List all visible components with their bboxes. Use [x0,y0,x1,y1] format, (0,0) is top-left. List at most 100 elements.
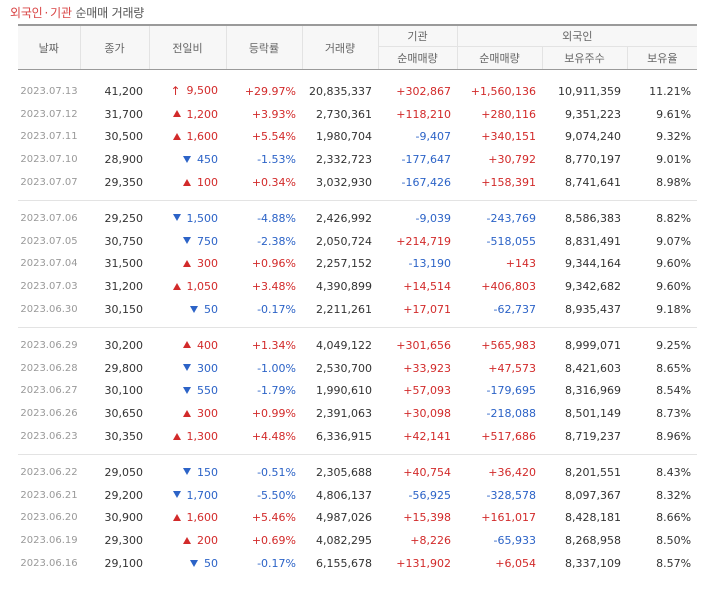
table-row: 2023.07.12 31,700 1,200 +3.93% 2,730,361 +118… [18,103,697,126]
cell-foreign-net: +158,391 [481,176,536,190]
cell-foreign-net: +517,686 [481,430,536,444]
table-row: 2023.06.27 30,100 550 -1.79% 1,990,610 +57,09… [18,380,697,403]
table-row: 2023.06.30 30,150 50 -0.17% 2,211,261 +17,071… [18,298,697,321]
title-foreign[interactable]: 외국인 [10,6,43,20]
cell-rate: -5.50% [257,488,296,502]
cell-foreign-ratio: 8.50% [656,534,692,548]
cell-rate: -0.17% [257,557,296,571]
cell-volume: 2,391,063 [316,407,372,421]
cell-close: 29,250 [104,211,144,225]
cell-close: 41,200 [104,84,144,98]
cell-foreign-net: +30,792 [488,153,536,167]
cell-foreign-hold: 8,770,197 [565,153,621,167]
cell-foreign-net: -62,737 [493,303,536,317]
cell-change: 1,200 [149,103,226,126]
cell-inst-net: +33,923 [403,361,451,375]
cell-foreign-hold: 8,741,641 [565,176,621,190]
cell-foreign-hold: 9,342,682 [565,280,621,294]
table-row: 2023.06.22 29,050 150 -0.51% 2,305,688 +40,75… [18,461,697,484]
cell-foreign-ratio: 8.65% [656,361,692,375]
cell-foreign-ratio: 8.66% [656,511,692,525]
cell-foreign-hold: 8,501,149 [565,407,621,421]
down-triangle-icon [172,491,181,499]
cell-change: 750 [149,230,226,253]
cell-foreign-hold: 8,586,383 [565,211,621,225]
cell-change: 300 [149,402,226,425]
cell-inst-net: -56,925 [408,488,451,502]
down-triangle-icon [183,155,191,163]
down-triangle-icon [190,559,198,567]
cell-volume: 4,987,026 [316,511,372,525]
cell-foreign-hold: 8,337,109 [565,557,621,571]
change-value: 750 [197,234,218,248]
cell-date: 2023.07.05 [20,235,78,247]
cell-foreign-hold: 8,201,551 [565,465,621,479]
change-value: 1,050 [186,280,219,294]
cell-close: 29,100 [104,557,144,571]
table-row: 2023.06.20 30,900 1,600 +5.46% 4,987,026 +15,… [18,507,697,530]
cell-date: 2023.06.16 [20,558,78,570]
cell-change: 200 [149,529,226,552]
title-rest: 순매매 거래량 [75,6,145,20]
cell-rate: +3.48% [251,280,296,294]
cell-foreign-net: +143 [505,257,536,271]
cell-foreign-net: -218,088 [486,407,536,421]
cell-inst-net: +30,098 [403,407,451,421]
table-row: 2023.07.07 29,350 100 +0.34% 3,032,930 -167,4… [18,171,697,194]
cell-volume: 6,336,915 [316,430,372,444]
cell-close: 30,650 [104,407,144,421]
cell-foreign-ratio: 8.32% [656,488,692,502]
cell-foreign-net: +1,560,136 [470,84,536,98]
cell-inst-net: +302,867 [396,84,451,98]
cell-date: 2023.06.22 [20,466,78,478]
cell-volume: 1,990,610 [316,384,372,398]
group-divider [18,200,698,201]
change-value: 1,600 [186,511,219,525]
up-triangle-icon [183,536,191,544]
table-row: 2023.06.29 30,200 400 +1.34% 4,049,122 +301,6… [18,334,697,357]
cell-inst-net: +57,093 [403,384,451,398]
cell-date: 2023.07.13 [20,85,78,97]
cell-foreign-ratio: 9.25% [656,338,692,352]
down-triangle-icon [183,468,191,476]
cell-foreign-hold: 8,719,237 [565,430,621,444]
cell-volume: 4,049,122 [316,338,372,352]
cell-rate: -1.79% [257,384,296,398]
cell-rate: -1.53% [257,153,296,167]
cell-change: 100 [149,171,226,194]
header-institution: 기관 [377,25,457,47]
cell-foreign-net: +340,151 [481,130,536,144]
cell-volume: 2,530,700 [316,361,372,375]
header-rate: 등락률 [225,25,302,70]
title-institution[interactable]: 기관 [50,6,72,20]
change-value: 9,500 [186,84,219,98]
cell-foreign-hold: 8,428,181 [565,511,621,525]
cell-volume: 20,835,337 [309,84,372,98]
cell-date: 2023.06.28 [20,362,78,374]
up-triangle-icon [172,110,181,118]
cell-change: 550 [149,380,226,403]
cell-close: 30,350 [104,430,144,444]
cell-foreign-net: +47,573 [488,361,536,375]
cell-close: 30,100 [104,384,144,398]
header-date: 날짜 [18,25,80,70]
cell-foreign-ratio: 8.54% [656,384,692,398]
cell-change: 1,500 [149,207,226,230]
header-foreign-net: 순매매량 [456,46,542,70]
down-triangle-icon [183,237,191,245]
cell-foreign-ratio: 11.21% [649,84,692,98]
change-value: 1,500 [186,211,219,225]
cell-close: 29,350 [104,176,144,190]
cell-foreign-hold: 8,935,437 [565,303,621,317]
table-header: 날짜 종가 전일비 등락률 거래량 기관 외국인 순매매량 순매매량 보유주수 … [18,25,698,70]
cell-change: 1,600 [149,507,226,530]
cell-inst-net: -177,647 [401,153,451,167]
cell-change: ↑ 9,500 [149,80,226,103]
cell-rate: +4.48% [251,430,296,444]
cell-foreign-hold: 8,999,071 [565,338,621,352]
cell-date: 2023.06.23 [20,431,78,443]
cell-date: 2023.06.30 [20,304,78,316]
cell-change: 150 [149,461,226,484]
group-divider [18,454,698,455]
cell-date: 2023.06.19 [20,535,78,547]
